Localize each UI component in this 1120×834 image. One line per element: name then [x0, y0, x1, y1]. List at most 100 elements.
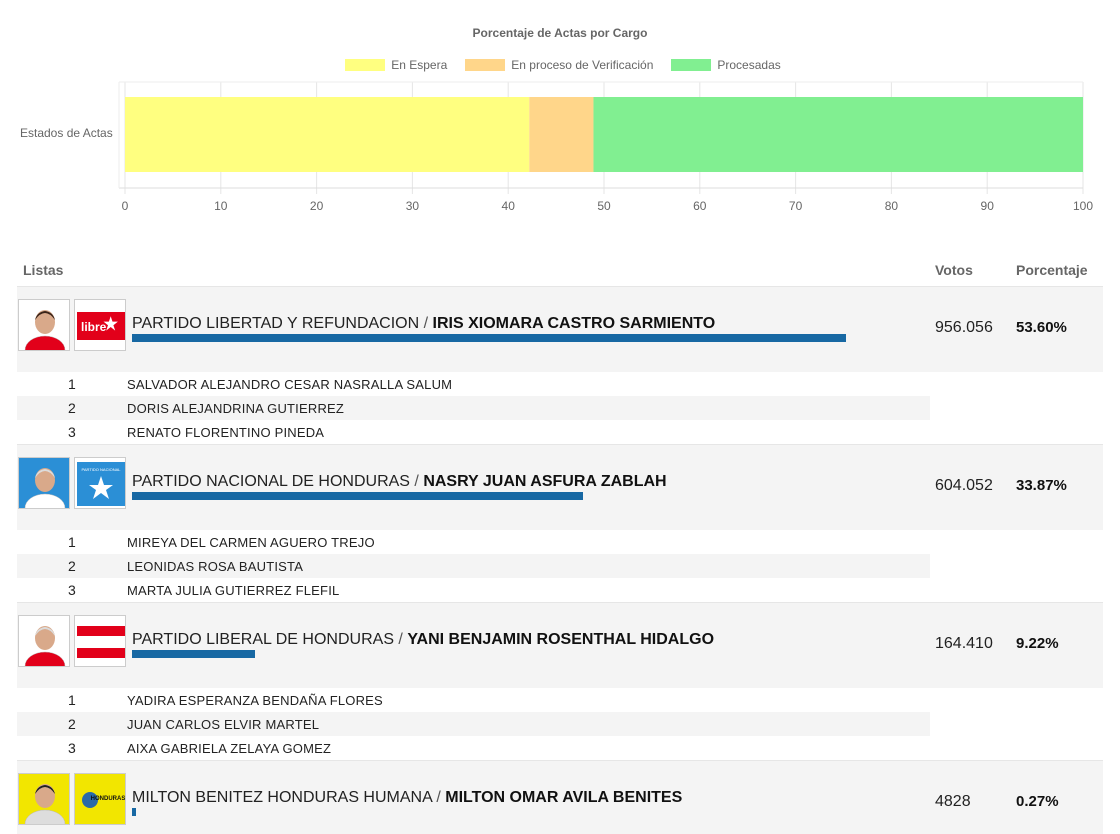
designate-name: SALVADOR ALEJANDRO CESAR NASRALLA SALUM [127, 377, 453, 392]
vote-share-bar [132, 650, 255, 658]
designate-name: DORIS ALEJANDRINA GUTIERREZ [127, 401, 345, 416]
candidate-photo [18, 457, 70, 509]
party-logo: PARTIDO NACIONAL [74, 457, 126, 509]
party-name: PARTIDO NACIONAL DE HONDURAS [132, 473, 410, 490]
designate-row: 1 YADIRA ESPERANZA BENDAÑA FLORES [17, 688, 930, 712]
vote-percent: 33.87% [1016, 477, 1067, 494]
vote-percent: 9.22% [1016, 635, 1059, 652]
x-tick-label: 80 [885, 199, 899, 213]
logo-text: libre [81, 320, 107, 334]
legend-label: En Espera [391, 58, 448, 72]
bar-segment-1[interactable] [125, 97, 530, 172]
chart-title: Porcentaje de Actas por Cargo [472, 26, 648, 40]
designate-number: 1 [68, 376, 76, 392]
vote-percent: 53.60% [1016, 319, 1067, 336]
designate-number: 2 [68, 558, 76, 574]
designate-number: 2 [68, 400, 76, 416]
party-row[interactable]: PARTIDO LIBERAL DE HONDURAS / YANI BENJA… [17, 602, 1103, 688]
vote-share-bar [132, 334, 846, 342]
x-tick-label: 100 [1073, 199, 1093, 213]
table-header: Listas Votos Porcentaje [0, 262, 1120, 282]
vote-share-bar [132, 808, 136, 816]
designate-name: MARTA JULIA GUTIERREZ FLEFIL [127, 583, 340, 598]
separator: / [393, 631, 408, 648]
actas-chart: Porcentaje de Actas por Cargo En Espera … [0, 0, 1120, 230]
x-tick-label: 50 [597, 199, 611, 213]
legend-item-en-proceso[interactable]: En proceso de Verificación [465, 58, 653, 72]
party-logo: HONDURAS [74, 773, 126, 825]
designate-name: AIXA GABRIELA ZELAYA GOMEZ [127, 741, 332, 756]
bar-segment-3[interactable] [593, 97, 1083, 172]
x-tick-label: 20 [310, 199, 324, 213]
logo-text: PARTIDO NACIONAL [82, 467, 122, 472]
legend-label: Procesadas [717, 58, 781, 72]
candidate-photo [18, 299, 70, 351]
vote-count: 956.056 [935, 319, 993, 336]
candidate-photo [18, 615, 70, 667]
designate-number: 1 [68, 534, 76, 550]
x-tick-label: 60 [693, 199, 707, 213]
legend-item-en-espera[interactable]: En Espera [345, 58, 447, 72]
designate-name: RENATO FLORENTINO PINEDA [127, 425, 325, 440]
designate-name: JUAN CARLOS ELVIR MARTEL [127, 717, 320, 732]
vote-count: 164.410 [935, 635, 993, 652]
legend-swatch [671, 59, 712, 71]
designate-row: 2 DORIS ALEJANDRINA GUTIERREZ [17, 396, 930, 420]
party-name: PARTIDO LIBERAL DE HONDURAS [132, 631, 394, 648]
header-listas: Listas [23, 262, 64, 278]
candidate-name: MILTON OMAR AVILA BENITES [445, 789, 683, 806]
party-name: PARTIDO LIBERTAD Y REFUNDACION [132, 315, 420, 332]
designate-row: 1 SALVADOR ALEJANDRO CESAR NASRALLA SALUM [17, 372, 930, 396]
legend-item-procesadas[interactable]: Procesadas [671, 58, 781, 72]
designate-row: 2 JUAN CARLOS ELVIR MARTEL [17, 712, 930, 736]
designate-row: 3 AIXA GABRIELA ZELAYA GOMEZ [17, 736, 930, 760]
party-candidate-name: PARTIDO LIBERAL DE HONDURAS / YANI BENJA… [132, 631, 714, 649]
logo-text: HONDURAS [91, 796, 126, 802]
designate-number: 3 [68, 424, 76, 440]
party-row[interactable]: PARTIDO NACIONAL PARTIDO NACIONAL DE HOND… [17, 444, 1103, 530]
legend-swatch [465, 59, 506, 71]
vote-share-bar [132, 492, 584, 500]
x-tick-label: 0 [122, 199, 129, 213]
separator: / [409, 473, 424, 490]
designate-number: 3 [68, 582, 76, 598]
vote-count: 604.052 [935, 477, 993, 494]
designate-name: MIREYA DEL CARMEN AGUERO TREJO [127, 535, 375, 550]
party-row[interactable]: HONDURAS MILTON BENITEZ HONDURAS HUMANA /… [17, 760, 1103, 834]
x-tick-label: 40 [502, 199, 516, 213]
vote-count: 4828 [935, 793, 971, 810]
chart-legend: En Espera En proceso de Verificación Pro… [0, 58, 1120, 72]
legend-swatch [345, 59, 386, 71]
designate-number: 2 [68, 716, 76, 732]
legend-label: En proceso de Verificación [511, 58, 654, 72]
header-porcentaje: Porcentaje [1016, 262, 1088, 278]
party-logo: libre [74, 299, 126, 351]
candidate-name: YANI BENJAMIN ROSENTHAL HIDALGO [407, 631, 715, 648]
designate-row: 3 MARTA JULIA GUTIERREZ FLEFIL [17, 578, 930, 602]
party-candidate-name: PARTIDO NACIONAL DE HONDURAS / NASRY JUA… [132, 473, 667, 491]
separator: / [431, 789, 446, 806]
designate-row: 2 LEONIDAS ROSA BAUTISTA [17, 554, 930, 578]
candidate-photo [18, 773, 70, 825]
category-label: Estados de Actas [20, 126, 113, 140]
designate-name: LEONIDAS ROSA BAUTISTA [127, 559, 304, 574]
designate-number: 3 [68, 740, 76, 756]
x-tick-label: 90 [981, 199, 995, 213]
chart-plot: 0 10 20 30 40 50 60 70 80 90 100 [118, 81, 1093, 213]
header-votos: Votos [935, 262, 973, 278]
x-tick-label: 30 [406, 199, 420, 213]
separator: / [419, 315, 433, 332]
party-row[interactable]: libre PARTIDO LIBERTAD Y REFUNDACION / IR… [17, 286, 1103, 372]
x-tick-label: 10 [214, 199, 228, 213]
party-name: MILTON BENITEZ HONDURAS HUMANA [132, 789, 432, 806]
party-candidate-name: MILTON BENITEZ HONDURAS HUMANA / MILTON … [132, 789, 682, 807]
vote-percent: 0.27% [1016, 793, 1059, 810]
party-candidate-name: PARTIDO LIBERTAD Y REFUNDACION / IRIS XI… [132, 315, 715, 333]
candidate-name: NASRY JUAN ASFURA ZABLAH [423, 473, 667, 490]
x-tick-label: 70 [789, 199, 803, 213]
bar-segment-2[interactable] [529, 97, 594, 172]
designate-name: YADIRA ESPERANZA BENDAÑA FLORES [127, 693, 383, 708]
party-logo [74, 615, 126, 667]
candidate-name: IRIS XIOMARA CASTRO SARMIENTO [432, 315, 716, 332]
designate-row: 3 RENATO FLORENTINO PINEDA [17, 420, 930, 444]
